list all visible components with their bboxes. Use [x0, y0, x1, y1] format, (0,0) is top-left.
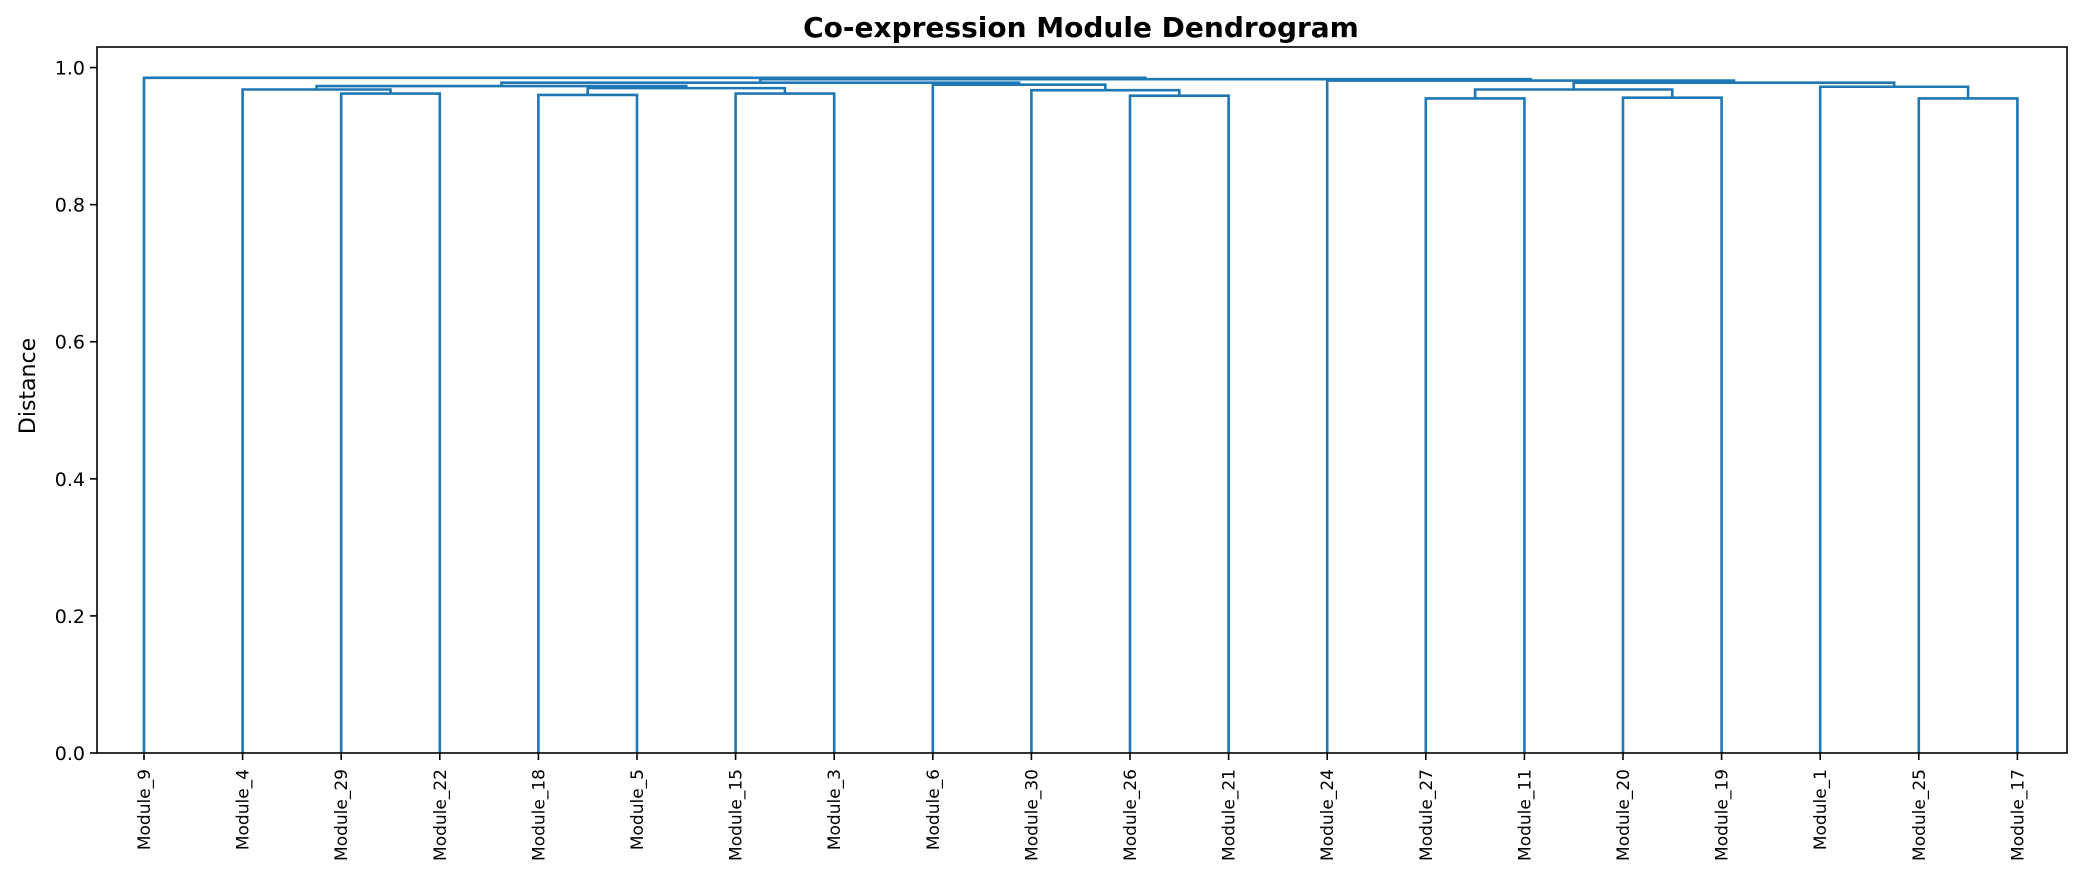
dendrogram-link-C: [537, 93, 639, 753]
leaf-label: Module_22: [431, 769, 451, 861]
dendrogram-links: [142, 76, 2019, 753]
dendrogram-link-K: [1424, 97, 1526, 753]
dendrogram-link-A: [339, 92, 442, 753]
leaf-label: Module_27: [1417, 769, 1437, 861]
dendrogram-link-M: [1473, 88, 1674, 99]
leaf-label: Module_6: [924, 769, 944, 850]
y-tick-label: 0.2: [55, 606, 85, 628]
plot-area-frame: [96, 46, 2068, 754]
dendrogram-link-L: [1621, 96, 1723, 753]
y-tick-label: 0.6: [55, 332, 85, 354]
leaf-label: Module_4: [234, 769, 254, 850]
x-axis-ticks: Module_9 Module_4 Module_29 Module_22 Module…: [135, 753, 2028, 861]
leaf-label: Module_17: [2008, 769, 2028, 861]
leaf-label: Module_5: [628, 769, 648, 850]
dendrogram-link-Q: [1325, 79, 1736, 753]
leaf-label: Module_25: [1910, 769, 1930, 861]
chart-title: Co-expression Module Dendrogram: [803, 11, 1359, 44]
leaf-label: Module_9: [135, 769, 155, 850]
leaf-label: Module_18: [529, 769, 549, 861]
y-axis-label: Distance: [16, 338, 41, 434]
leaf-label: Module_15: [727, 769, 747, 861]
leaf-label: Module_20: [1614, 769, 1634, 861]
y-tick-label: 1.0: [55, 58, 85, 80]
y-tick-label: 0.0: [55, 743, 85, 765]
y-tick-label: 0.4: [55, 469, 85, 491]
leaf-label: Module_29: [332, 769, 352, 861]
dendrogram-link-D: [734, 92, 836, 753]
dendrogram-link-O: [1818, 85, 1970, 753]
leaf-label: Module_11: [1515, 769, 1535, 861]
y-tick-label: 0.8: [55, 195, 85, 217]
dendrogram-link-B: [241, 88, 392, 753]
leaf-label: Module_19: [1713, 769, 1733, 861]
y-axis-ticks: 0.0 0.2 0.4 0.6 0.8 1.0: [55, 58, 97, 765]
dendrogram-link-H: [1030, 88, 1181, 753]
leaf-label: Module_21: [1220, 769, 1240, 861]
leaf-label: Module_1: [1811, 769, 1831, 850]
leaf-label: Module_26: [1121, 769, 1141, 861]
leaf-label: Module_24: [1318, 769, 1338, 861]
leaf-label: Module_3: [825, 769, 845, 850]
dendrogram-link-I: [931, 83, 1107, 753]
dendrogram-link-N: [1917, 97, 2019, 753]
dendrogram-link-S: [142, 76, 1147, 753]
leaf-label: Module_30: [1022, 769, 1042, 861]
dendrogram-link-G: [1128, 94, 1230, 753]
